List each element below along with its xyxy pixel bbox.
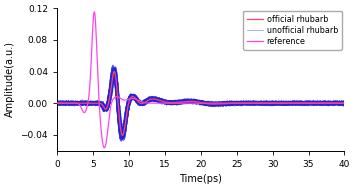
unofficial rhubarb [342,102,346,104]
reference [227,102,231,104]
unofficial rhubarb [107,91,111,93]
official rhubarb [112,70,116,73]
Y-axis label: Amplitude(a.u.): Amplitude(a.u.) [5,41,15,117]
Line: reference: reference [57,12,344,148]
official rhubarb [120,134,125,136]
reference [269,102,274,104]
X-axis label: Time(ps): Time(ps) [179,174,222,184]
unofficial rhubarb [55,102,59,104]
Line: unofficial rhubarb: unofficial rhubarb [57,68,344,139]
official rhubarb [165,101,169,103]
unofficial rhubarb [165,101,169,103]
official rhubarb [291,102,296,104]
reference [242,102,246,104]
reference [92,11,97,13]
official rhubarb [227,102,231,105]
unofficial rhubarb [242,103,246,106]
unofficial rhubarb [119,138,124,140]
unofficial rhubarb [111,67,115,69]
official rhubarb [55,102,59,104]
reference [165,102,169,104]
unofficial rhubarb [269,102,274,105]
unofficial rhubarb [291,103,296,105]
official rhubarb [342,102,346,104]
reference [291,102,296,104]
reference [102,147,106,149]
official rhubarb [242,102,246,104]
unofficial rhubarb [227,104,231,106]
reference [107,115,111,118]
Legend: official rhubarb, unofficial rhubarb, reference: official rhubarb, unofficial rhubarb, re… [243,11,342,50]
official rhubarb [269,102,274,104]
official rhubarb [107,99,111,101]
reference [342,102,346,104]
Line: official rhubarb: official rhubarb [57,71,344,135]
reference [55,102,59,104]
